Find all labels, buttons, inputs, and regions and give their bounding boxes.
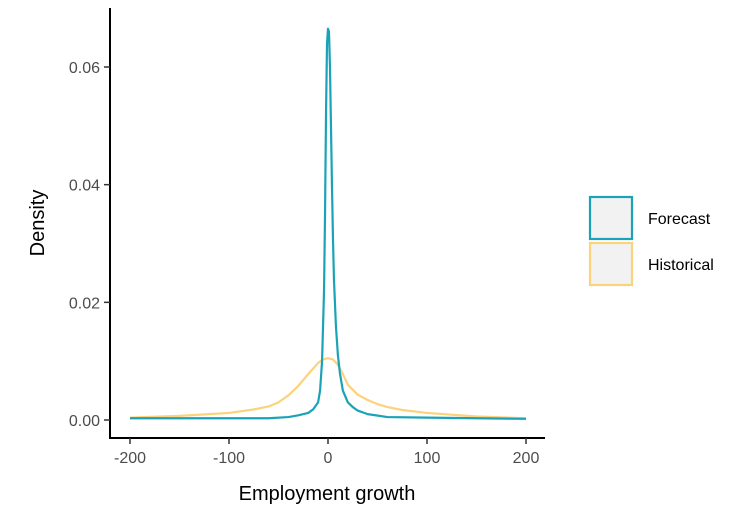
x-tick-label: 200 [513,450,540,467]
legend: Forecast Historical [588,195,714,287]
series-layer [129,27,527,420]
x-axis-title: Employment growth [239,483,416,505]
x-tick-label: 100 [414,450,441,467]
legend-key-historical [588,241,634,287]
series-line-historical [129,357,527,420]
series-line-forecast [130,27,527,420]
x-tick-label: -100 [213,450,245,467]
legend-key-forecast [588,195,634,241]
y-axis-title: Density [27,190,49,257]
y-ticks: 0.00 0.02 0.04 0.06 [69,60,110,430]
y-tick-label: 0.06 [69,60,100,77]
legend-label-forecast: Forecast [648,211,711,228]
x-tick-label: 0 [324,450,333,467]
legend-label-historical: Historical [648,257,714,274]
y-tick-label: 0.02 [69,295,100,312]
y-tick-label: 0.04 [69,178,100,195]
x-ticks: -200 -100 0 100 200 [114,438,539,467]
y-tick-label: 0.00 [69,413,100,430]
x-tick-label: -200 [114,450,146,467]
